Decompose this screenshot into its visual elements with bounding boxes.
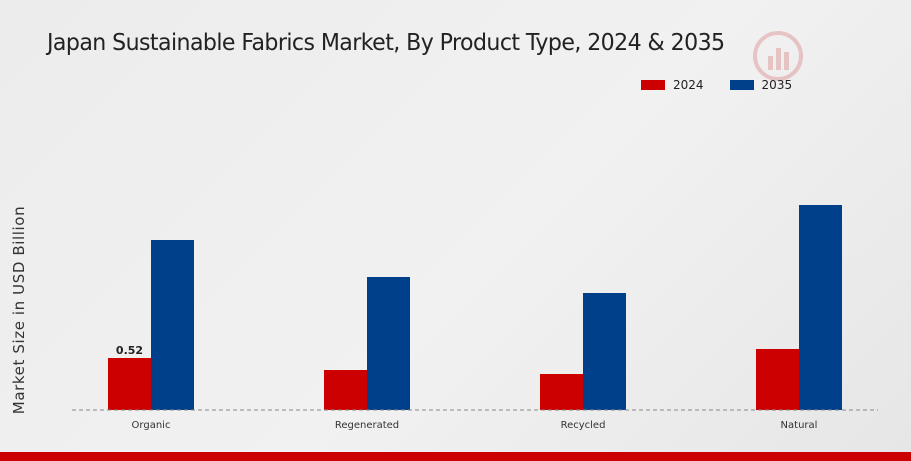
bar-natural-2035 (799, 205, 842, 410)
legend-item-2035: 2035 (729, 78, 793, 92)
legend-label-2035: 2035 (761, 78, 793, 92)
data-label-organic-2024: 0.52 (116, 344, 143, 357)
bar-organic-2024 (108, 358, 151, 410)
watermark-logo-icon (753, 31, 803, 81)
x-tick-label-organic: Organic (132, 420, 171, 431)
legend-item-2024: 2024 (641, 78, 704, 92)
bar-regenerated-2035 (367, 277, 410, 410)
x-tick-label-recycled: Recycled (561, 420, 606, 431)
bar-regenerated-2024 (324, 370, 367, 410)
bar-natural-2024 (756, 349, 799, 410)
legend-swatch-2024 (641, 80, 665, 90)
chart-title: Japan Sustainable Fabrics Market, By Pro… (47, 30, 725, 56)
bar-recycled-2035 (583, 293, 626, 410)
bar-organic-2035 (151, 240, 194, 410)
chart-legend: 2024 2035 (641, 78, 818, 92)
legend-label-2024: 2024 (673, 78, 704, 92)
x-tick-label-regenerated: Regenerated (335, 420, 399, 431)
bottom-accent-bar (0, 452, 911, 461)
bar-recycled-2024 (540, 374, 583, 410)
legend-swatch-2035 (729, 80, 754, 90)
x-tick-label-natural: Natural (781, 420, 818, 431)
